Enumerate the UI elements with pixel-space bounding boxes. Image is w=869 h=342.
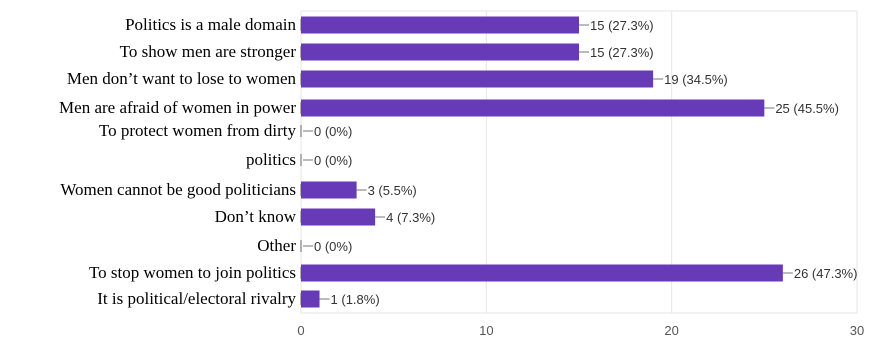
bar-layer: [301, 16, 783, 308]
bar: [301, 181, 357, 199]
value-label: 0 (0%): [314, 153, 352, 168]
x-tick-label: 30: [850, 323, 864, 338]
category-label: politics: [246, 150, 296, 169]
value-label: 19 (34.5%): [664, 72, 728, 87]
category-label: Don’t know: [215, 207, 297, 226]
bar: [301, 290, 320, 308]
bar: [301, 99, 765, 117]
bar: [301, 70, 654, 88]
value-label: 4 (7.3%): [386, 210, 435, 225]
value-label: 1 (1.8%): [331, 292, 380, 307]
category-label: To protect women from dirty: [99, 121, 297, 140]
x-tick-label: 20: [664, 323, 678, 338]
bar: [301, 16, 579, 34]
category-label: Men don’t want to lose to women: [67, 69, 297, 88]
value-label: 0 (0%): [314, 124, 352, 139]
bar: [301, 208, 376, 226]
value-label: 15 (27.3%): [590, 18, 654, 33]
value-label: 25 (45.5%): [775, 101, 839, 116]
label-layer: 0 10 20 30 Politics is a male domain 15 (27.3…: [59, 15, 864, 338]
value-label: 26 (47.3%): [794, 266, 858, 281]
category-label: To stop women to join politics: [89, 263, 296, 282]
category-label: Women cannot be good politicians: [60, 180, 296, 199]
category-label: Politics is a male domain: [125, 15, 296, 34]
bar: [301, 43, 579, 61]
value-label: 0 (0%): [314, 239, 352, 254]
category-label: It is political/electoral rivalry: [97, 289, 296, 308]
category-label: Other: [257, 236, 296, 255]
value-label: 15 (27.3%): [590, 45, 654, 60]
x-tick-label: 10: [479, 323, 493, 338]
value-label: 3 (5.5%): [368, 183, 417, 198]
category-label: Men are afraid of women in power: [59, 98, 296, 117]
x-tick-label: 0: [297, 323, 304, 338]
bar: [301, 264, 783, 282]
category-label: To show men are stronger: [120, 42, 297, 61]
